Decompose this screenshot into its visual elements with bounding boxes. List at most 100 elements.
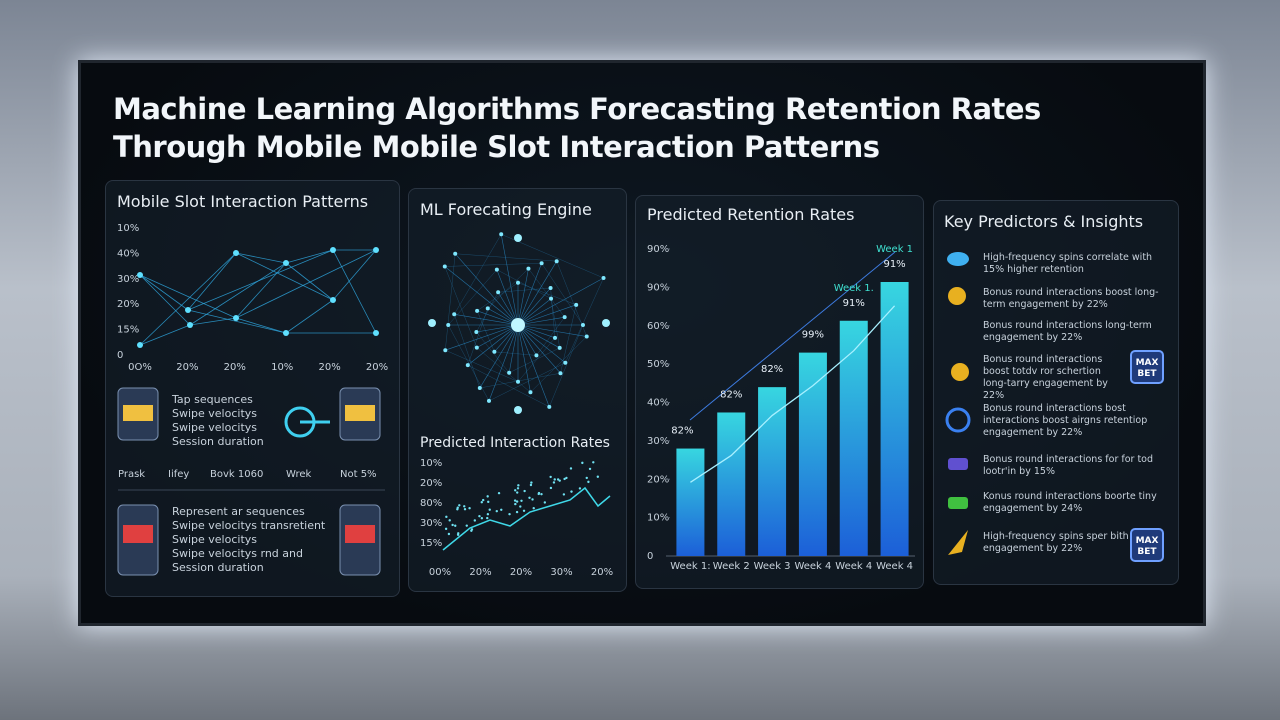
scatter-dot xyxy=(513,499,517,502)
engine-link xyxy=(467,308,488,366)
scatter-dot xyxy=(523,489,526,493)
bar xyxy=(798,352,827,556)
bar xyxy=(717,412,746,556)
engine-link xyxy=(541,263,584,326)
engine-node xyxy=(563,360,568,365)
feature-item: Tap sequences xyxy=(172,393,253,406)
scatter-dot xyxy=(500,508,503,512)
x-tick-label: 00% xyxy=(429,567,451,578)
network-link xyxy=(235,252,287,264)
x-tick-label: Week 3 xyxy=(754,561,791,572)
network-link xyxy=(235,249,377,319)
network-link xyxy=(285,249,334,264)
y-tick-label: 90% xyxy=(647,282,669,293)
scatter-dot xyxy=(473,519,477,522)
legend-item: Wrek xyxy=(286,469,312,480)
y-tick-label: 50% xyxy=(647,359,669,370)
x-tick-label: Week 4 xyxy=(835,561,872,572)
scatter-dot xyxy=(516,491,519,494)
engine-node xyxy=(474,329,479,334)
engine-node xyxy=(580,323,585,327)
engine-link xyxy=(517,261,557,326)
engine-node xyxy=(465,363,470,368)
scatter-dot xyxy=(558,479,561,482)
network-node xyxy=(185,307,191,313)
engine-node xyxy=(443,348,448,353)
scatter-dot xyxy=(463,505,466,508)
x-tick-label: 20% xyxy=(469,567,491,578)
engine-link xyxy=(479,324,519,389)
engine-node xyxy=(528,390,533,395)
network-link xyxy=(189,317,237,326)
scatter-dot xyxy=(519,505,522,508)
legend-item: Bovk 1060 xyxy=(210,469,264,480)
bar xyxy=(758,387,787,556)
engine-link xyxy=(487,268,529,309)
y-tick-label: 40% xyxy=(647,398,669,409)
engine-node xyxy=(548,286,553,291)
annotation: 82% xyxy=(671,426,693,437)
insight-item: High-frequency spins sper bith engagemen… xyxy=(983,531,1129,554)
engine-node xyxy=(584,334,589,339)
network-node xyxy=(137,272,143,278)
annotation: 82% xyxy=(720,389,742,400)
scatter-dot xyxy=(515,510,519,514)
engine-node xyxy=(534,353,539,358)
engine-link xyxy=(444,262,542,267)
x-tick-label: Week 4 xyxy=(876,561,913,572)
scatter-dot xyxy=(588,467,592,471)
engine-link xyxy=(496,269,552,299)
engine-node xyxy=(554,259,559,264)
engine-node xyxy=(558,371,563,376)
scatter-dot xyxy=(532,507,535,510)
engine-link xyxy=(517,337,556,382)
scatter-dot xyxy=(522,509,526,512)
scatter-dot xyxy=(565,476,568,480)
scatter-dot xyxy=(514,502,517,506)
max-bet-badge: MAX BET xyxy=(1130,350,1164,384)
y-tick-label: 10% xyxy=(420,458,442,469)
scatter-dot xyxy=(508,512,511,516)
network-node xyxy=(373,247,379,253)
engine-link xyxy=(454,234,502,315)
feature-item: Swipe velocitys xyxy=(172,407,258,420)
engine-link xyxy=(479,372,561,389)
engine-link xyxy=(517,304,577,326)
scatter-dot xyxy=(488,508,491,511)
scatter-dot xyxy=(454,524,457,527)
engine-link xyxy=(445,253,456,351)
x-tick-label: 20% xyxy=(176,362,198,373)
scatter-dot xyxy=(495,509,498,513)
engine-link xyxy=(508,324,519,373)
engine-core xyxy=(511,318,525,332)
network-link xyxy=(189,262,287,326)
engine-node xyxy=(539,261,544,266)
engine-node xyxy=(514,406,522,414)
panel-title: ML Forecating Engine xyxy=(420,200,592,219)
engine-node xyxy=(574,302,579,307)
engine-link xyxy=(445,324,519,351)
engine-node xyxy=(547,404,552,409)
x-tick-label: 20% xyxy=(591,567,613,578)
y-tick-label: 20% xyxy=(420,478,442,489)
engine-link xyxy=(550,298,560,348)
week-note: Week 1. xyxy=(834,283,874,294)
engine-link xyxy=(496,269,519,326)
scatter-dot xyxy=(445,515,448,519)
engine-link xyxy=(517,316,565,326)
engine-link xyxy=(467,324,519,366)
scatter-dot xyxy=(585,476,588,480)
x-tick-label: Week 2 xyxy=(713,561,750,572)
scatter-dot xyxy=(447,532,451,536)
engine-link xyxy=(517,277,604,326)
scatter-dot xyxy=(486,495,489,498)
engine-node xyxy=(428,319,436,327)
feature-item: Swipe velocitys rnd and xyxy=(172,547,303,560)
engine-link xyxy=(476,347,531,393)
engine-link xyxy=(565,277,604,363)
scatter-dot xyxy=(592,461,595,464)
engine-link xyxy=(517,324,560,349)
scatter-dot xyxy=(468,507,471,510)
y-tick-label: 30% xyxy=(420,518,442,529)
engine-link xyxy=(448,269,498,326)
